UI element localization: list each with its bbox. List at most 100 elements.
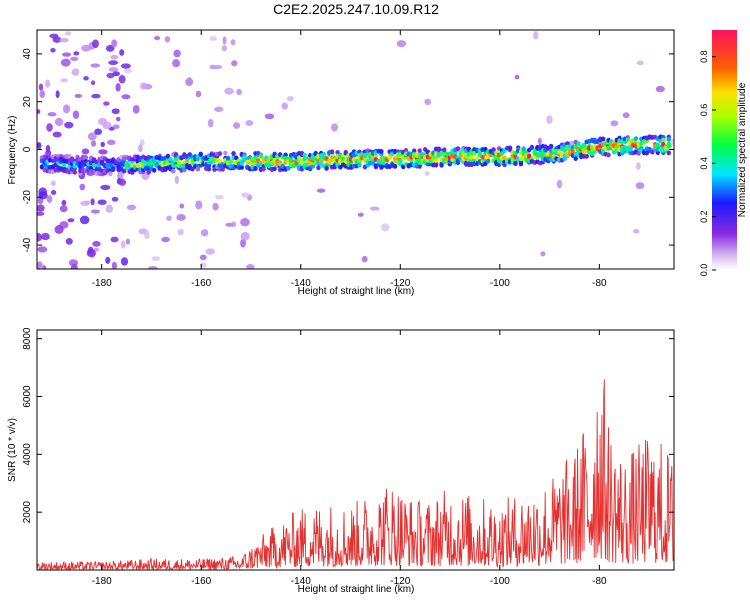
spectrogram-cell (46, 123, 53, 132)
spectrogram-band-cell (228, 159, 234, 165)
spectrogram-band-cell (469, 154, 474, 160)
spectrogram-y-label: Frequency (Hz) (7, 116, 18, 185)
spectrogram-band-cell (256, 158, 261, 163)
spectrogram-cell (212, 202, 219, 211)
spectrogram-cell (50, 47, 56, 53)
colorbar-tick-label: 0.0 (699, 264, 709, 277)
spectrogram-y-tick-label: 40 (22, 48, 33, 60)
snr-x-tick-label: -100 (490, 576, 510, 587)
spectrogram-cell (655, 85, 665, 93)
spectrogram-cell (37, 142, 42, 150)
spectrogram-band-cell (666, 141, 671, 147)
spectrogram-cell (86, 249, 96, 258)
spectrogram-cell (64, 121, 74, 129)
spectrogram-cell (70, 56, 79, 61)
spectrogram-cell (120, 240, 126, 249)
spectrogram-cell (105, 204, 114, 213)
spectrogram-cell (80, 200, 90, 207)
colorbar: 0.0 0.2 0.4 0.6 0.8 Normalized spectral ampl… (699, 30, 748, 276)
spectrogram-cell (106, 72, 115, 79)
spectrogram-cell (286, 96, 294, 102)
spectrogram-band-cell (417, 148, 422, 154)
spectrogram-cell (240, 218, 250, 227)
spectrogram-cell (207, 118, 214, 128)
snr-y-tick-label: 8000 (22, 327, 33, 350)
spectrogram-cell (115, 116, 121, 122)
spectrogram-band-cell (168, 156, 173, 162)
spectrogram-cell (72, 110, 80, 119)
spectrogram-cell (225, 222, 233, 227)
spectrogram-cell (98, 149, 108, 155)
spectrogram-cell (361, 255, 368, 263)
spectrogram-band-cell (217, 151, 223, 157)
spectrogram-cell (424, 171, 430, 177)
spectrogram-band-cell (261, 166, 266, 172)
spectrogram-band-cell (329, 149, 335, 155)
spectrogram-band-cell (379, 149, 384, 154)
spectrogram-band-cell (108, 171, 113, 177)
spectrogram-cell (49, 33, 59, 39)
spectrogram-band-cell (223, 150, 228, 156)
spectrogram-cell (62, 104, 71, 114)
spectrogram-cell (37, 211, 45, 216)
spectrogram-cell (50, 190, 57, 195)
snr-y-label: SNR (10 * v/v) (7, 418, 18, 482)
spectrogram-y-tick-label: 0 (22, 146, 33, 152)
spectrogram-band-cell (239, 165, 244, 170)
spectrogram-cell (537, 137, 542, 145)
spectrogram-cell (424, 98, 432, 106)
snr-x-tick-label: -80 (592, 576, 607, 587)
spectrogram-cell (144, 230, 150, 240)
spectrogram-cell (91, 93, 101, 99)
spectrogram-cell (636, 60, 644, 66)
spectrogram-cell (221, 45, 228, 52)
spectrogram-cell (108, 60, 119, 66)
spectrogram-cell (40, 232, 50, 241)
spectrogram-cell (94, 128, 103, 135)
spectrogram-cell (60, 78, 68, 83)
spectrogram-cell (381, 223, 390, 232)
spectrogram-y-tick-label: 20 (22, 96, 33, 108)
spectrogram-band-cell (392, 163, 398, 169)
spectrogram-band-cell (225, 155, 231, 161)
spectrogram-x-tick-label: -80 (592, 278, 607, 289)
spectrogram-cell (635, 162, 641, 170)
spectrogram-band-cell (121, 168, 127, 174)
snr-series-line (37, 379, 674, 570)
spectrogram-cell (246, 264, 255, 269)
spectrogram-band-cell (526, 153, 532, 159)
spectrogram-cell (74, 93, 83, 98)
spectrogram-cell (264, 113, 275, 120)
spectrogram-cell (240, 232, 250, 241)
spectrogram-x-tick-label: -160 (191, 278, 211, 289)
spectrogram-band-cell (373, 153, 379, 159)
snr-plot-area (37, 379, 674, 570)
spectrogram-cell (199, 254, 207, 261)
snr-y-tick-label: 4000 (22, 443, 33, 466)
spectrogram-cells (37, 31, 674, 269)
spectrogram-cell (209, 36, 217, 41)
spectrogram-cell (37, 233, 42, 242)
spectrogram-band-cell (666, 150, 671, 156)
spectrogram-band-cell (151, 167, 157, 173)
snr-x-tick-label: -160 (191, 576, 211, 587)
spectrogram-cell (241, 192, 250, 198)
spectrogram-cell (90, 209, 101, 214)
spectrogram-cell (110, 54, 119, 60)
spectrogram-cell (92, 240, 101, 247)
spectrogram-cell (187, 77, 192, 86)
spectrogram-cell (231, 60, 238, 67)
spectrogram-cell (214, 106, 224, 112)
spectrogram-cell (92, 39, 99, 49)
spectrogram-band-cell (433, 158, 439, 164)
spectrogram-band-cell (357, 162, 362, 168)
spectrogram-cell (222, 36, 227, 45)
spectrogram-cell (111, 196, 119, 202)
spectrogram-band-cell (231, 151, 236, 157)
spectrogram-cell (396, 40, 407, 48)
snr-panel: -180 -160 -140 -120 -100 -802000400060008000 … (7, 327, 675, 595)
spectrogram-band-cell (453, 150, 458, 156)
spectrogram-x-tick-label: -140 (291, 278, 311, 289)
